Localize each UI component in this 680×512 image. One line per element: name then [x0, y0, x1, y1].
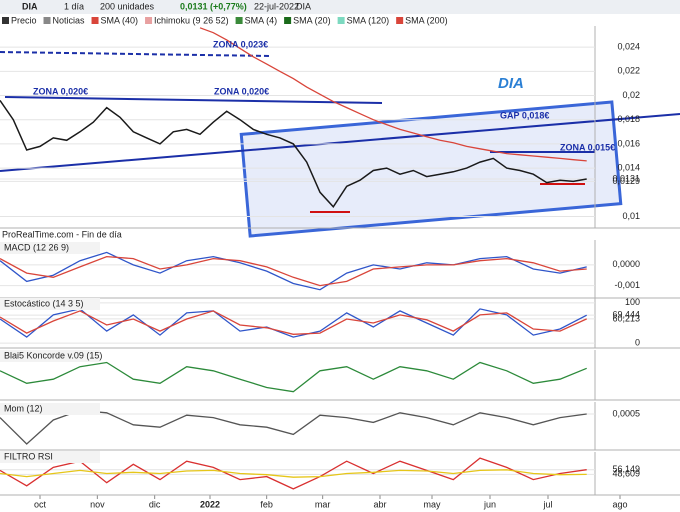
x-tick-label: may — [423, 499, 441, 509]
zone-line — [0, 51, 271, 57]
x-tick-label: dic — [149, 499, 161, 509]
series-line — [0, 457, 587, 490]
x-tick-label: jun — [483, 499, 496, 509]
y-tick-label: 60,213 — [612, 313, 640, 323]
series-line — [0, 255, 587, 287]
y-tick-label: 56,149 — [612, 464, 640, 474]
series-line — [0, 469, 587, 478]
legend-item: Precio — [11, 15, 37, 25]
symbol[interactable]: DIA — [22, 1, 38, 11]
panel-title-bg — [0, 350, 100, 362]
annotation: ZONA 0,020€ — [214, 86, 269, 96]
y-tick-label: -0,001 — [614, 280, 640, 290]
x-tick-label: oct — [34, 499, 47, 509]
y-tick-label: 48,609 — [612, 469, 640, 479]
annotation: GAP 0,018€ — [500, 110, 549, 120]
legend-swatch — [284, 17, 292, 24]
panel-title-bg — [0, 403, 100, 415]
panel-title-bg — [0, 298, 100, 310]
series-line — [0, 251, 587, 291]
quote: 0,0131 (+0,77%) — [180, 1, 247, 11]
trend-line — [0, 113, 680, 172]
legend-swatch — [235, 17, 243, 24]
annotation: ZONA 0,020€ — [33, 86, 88, 96]
panel-title: FILTRO RSI — [4, 451, 53, 461]
source-note: ProRealTime.com - Fin de día — [2, 229, 122, 239]
y-tick-label: 0,016 — [617, 138, 640, 148]
legend-swatch — [2, 17, 9, 24]
series-line — [0, 308, 587, 338]
series-line — [0, 310, 587, 335]
panel-title-bg — [0, 242, 100, 254]
y-tick-label: 0,0000 — [612, 259, 640, 269]
x-tick-label: abr — [373, 499, 386, 509]
y-tick-label: 0,014 — [617, 163, 640, 173]
y-tick-label: 0,0129 — [612, 176, 640, 186]
legend-swatch — [396, 17, 404, 24]
legend-item: SMA (40) — [101, 15, 139, 25]
y-tick-label: 0,01 — [622, 211, 640, 221]
y-tick-label: 0,024 — [617, 42, 640, 52]
panel-title-bg — [0, 451, 100, 463]
zone-line — [4, 96, 383, 104]
x-tick-label: nov — [90, 499, 105, 509]
legend-item: Ichimoku (9 26 52) — [154, 15, 229, 25]
annotation: ZONA 0,015€ — [560, 142, 615, 152]
y-tick-label: 0,022 — [617, 66, 640, 76]
y-tick-label: 69,444 — [612, 310, 640, 320]
main-title: DIA — [498, 75, 524, 92]
y-tick-label: 100 — [625, 297, 640, 307]
panel-title: Estocástico (14 3 5) — [4, 298, 84, 308]
legend-item: Noticias — [53, 15, 86, 25]
y-tick-label: 0,018 — [617, 114, 640, 124]
legend: Precio Noticias SMA (40) Ichimoku (9 26 52)… — [2, 15, 448, 25]
period[interactable]: 1 día — [64, 1, 84, 11]
x-tick-label: mar — [315, 499, 331, 509]
date: 22-jul-2022 — [254, 1, 299, 11]
legend-item: SMA (4) — [245, 15, 278, 25]
toolbar — [0, 0, 680, 14]
y-tick-label: 0,0005 — [612, 408, 640, 418]
y-tick-label: 0,0131 — [612, 173, 640, 183]
legend-swatch — [91, 17, 99, 24]
legend-item: SMA (120) — [347, 15, 390, 25]
units[interactable]: 200 unidades — [100, 1, 155, 11]
series-line — [0, 361, 587, 393]
legend-swatch — [337, 17, 345, 24]
legend-item: SMA (20) — [293, 15, 331, 25]
y-tick-label: 0 — [635, 338, 640, 348]
legend-swatch — [43, 17, 51, 24]
panel-title: MACD (12 26 9) — [4, 242, 69, 252]
channel-box — [239, 100, 623, 238]
x-tick-label: feb — [260, 499, 273, 509]
y-tick-label: 0,02 — [622, 90, 640, 100]
series-line — [0, 409, 587, 445]
x-tick-label: ago — [612, 499, 627, 509]
panel-title: Mom (12) — [4, 403, 43, 413]
series-line — [0, 99, 587, 209]
x-tick-label: jul — [542, 499, 552, 509]
series-line — [199, 27, 587, 162]
name: DIA — [296, 1, 311, 11]
panel-title: Blai5 Koncorde v.09 (15) — [4, 350, 102, 360]
annotation: ZONA 0,023€ — [213, 39, 268, 49]
legend-swatch — [145, 17, 153, 24]
legend-item: SMA (200) — [405, 15, 448, 25]
x-tick-label: 2022 — [200, 499, 220, 509]
